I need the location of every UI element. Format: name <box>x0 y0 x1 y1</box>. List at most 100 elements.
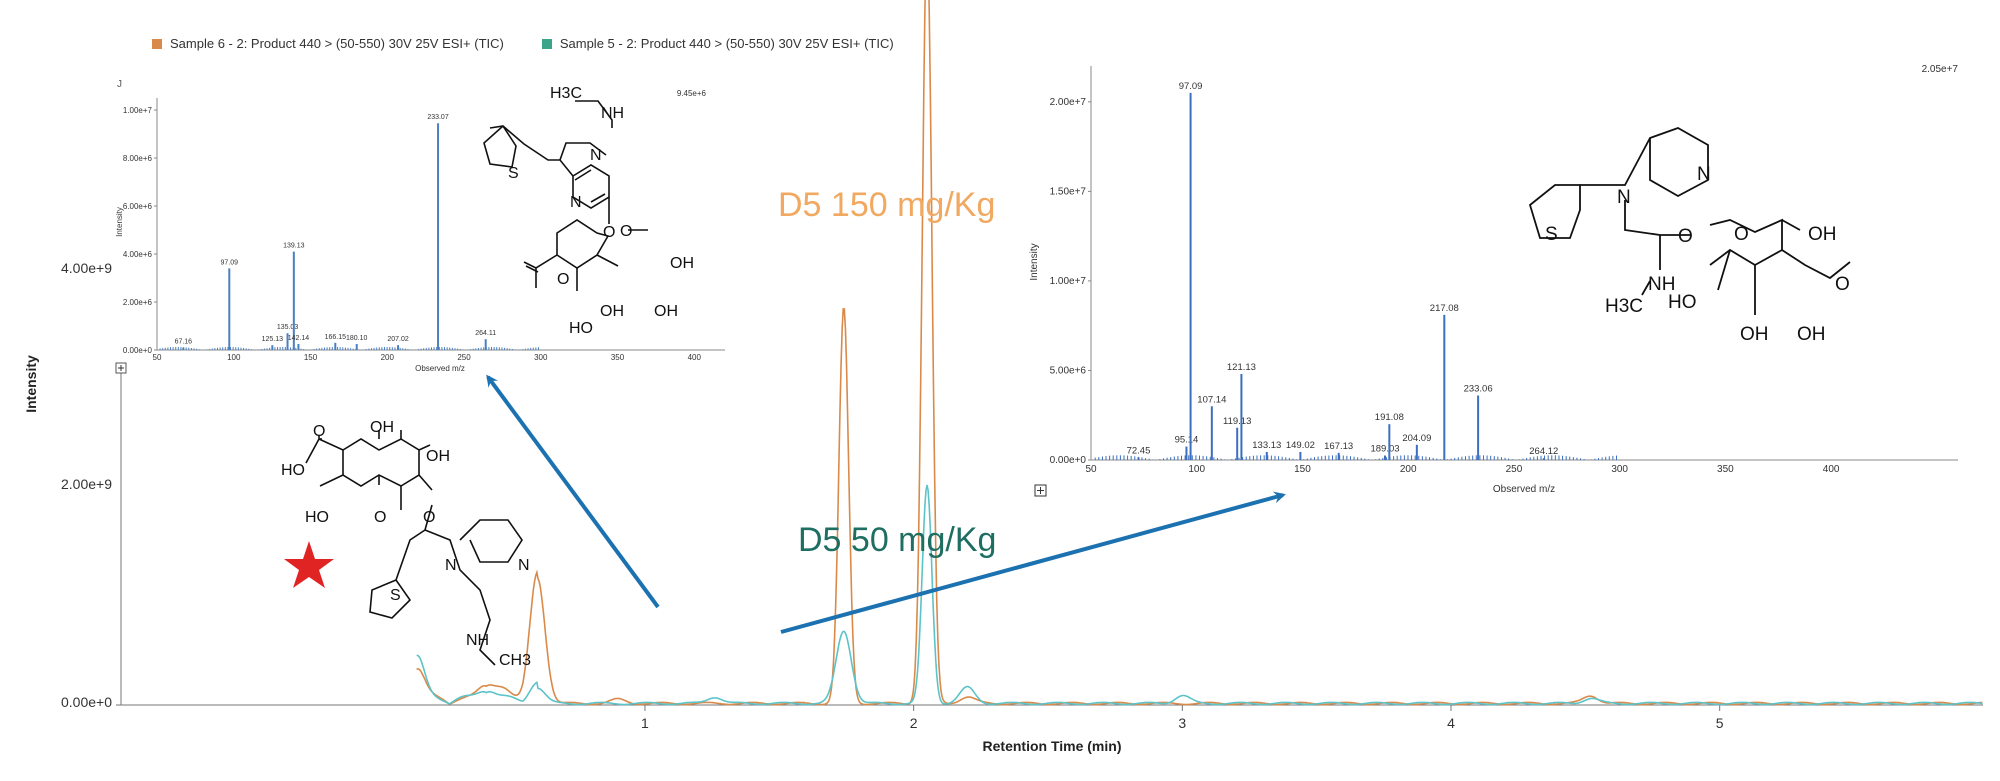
x-tick-label: 1 <box>641 715 649 731</box>
legend-swatch-sample6 <box>152 38 162 49</box>
legend-item-sample6[interactable]: Sample 6 - 2: Product 440 > (50-550) 30V… <box>152 36 504 51</box>
y-tick-label: 4.00e+9 <box>61 260 112 276</box>
y-tick-label: 2.00e+9 <box>61 476 112 492</box>
high-dose-annotation: D5 150 mg/Kg <box>778 186 995 224</box>
peak-label: 95.14 <box>1175 435 1199 446</box>
chemical-structure-3-labels: N S N O O OH NH H3C HO OH OH O <box>1545 164 1850 345</box>
atom-label: S <box>508 165 519 182</box>
spectrum-x-tick: 150 <box>1294 464 1311 475</box>
atom-label: OH <box>654 303 678 320</box>
spectrum-x-tick: 100 <box>1188 464 1205 475</box>
spectrum-x-tick: 400 <box>1823 464 1840 475</box>
peak-label: 135.03 <box>277 324 299 331</box>
spectrum-y-tick: 6.00e+6 <box>123 202 153 211</box>
legend-item-sample5[interactable]: Sample 5 - 2: Product 440 > (50-550) 30V… <box>541 36 894 51</box>
peak-label: 166.15 <box>325 334 347 341</box>
peak-label: 67.16 <box>175 339 193 346</box>
spectrum-x-tick: 50 <box>1085 464 1097 475</box>
expand-spectrum-button[interactable] <box>1034 484 1047 497</box>
inset1-max-label: 9.45e+6 <box>677 89 707 98</box>
atom-label: OH <box>1808 224 1837 245</box>
inset2-x-title: Observed m/z <box>1493 484 1555 495</box>
atom-label: S <box>1545 224 1558 245</box>
y-axis-title: Intensity <box>23 355 39 413</box>
trace-sample5 <box>416 484 1983 706</box>
peak-label: 121.13 <box>1227 362 1256 373</box>
x-tick-label: 2 <box>910 715 918 731</box>
legend-swatch-sample5 <box>541 38 552 49</box>
atom-label: O <box>423 509 435 526</box>
spectrum-x-tick: 100 <box>227 353 241 362</box>
arrow-to-spectrum-2 <box>780 491 1286 634</box>
spectrum-y-tick: 0.00e+0 <box>123 346 153 355</box>
atom-label: OH <box>1740 324 1769 345</box>
peak-label: 125.13 <box>262 336 284 343</box>
spectrum-y-tick: 1.00e+7 <box>1050 276 1087 287</box>
spectrum-y-tick: 5.00e+6 <box>1050 365 1087 376</box>
inset-corner-mark: J <box>117 79 122 90</box>
inset2-y-title: Intensity <box>1029 243 1040 280</box>
star-marker <box>284 541 334 588</box>
spectrum-x-tick: 200 <box>381 353 395 362</box>
legend-label-sample5: Sample 5 - 2: Product 440 > (50-550) 30V… <box>559 36 894 51</box>
x-tick-label: 5 <box>1716 715 1724 731</box>
spectrum-x-tick: 50 <box>153 353 162 362</box>
atom-label: O <box>1734 224 1749 245</box>
atom-label: O <box>620 223 632 240</box>
peak-label: 107.14 <box>1197 394 1226 405</box>
peak-label: 191.08 <box>1375 412 1404 423</box>
peak-label: 180.10 <box>346 335 368 342</box>
peak-label: 264.11 <box>475 330 496 337</box>
x-tick-label: 3 <box>1178 715 1186 731</box>
inset2-max-label: 2.05e+7 <box>1922 64 1959 75</box>
chemical-structure-1-labels: H3C NH N S N O O OH OH OH HO O <box>508 85 694 337</box>
atom-label: N <box>1617 187 1631 208</box>
atom-label: O <box>603 224 615 241</box>
atom-label: HO <box>305 509 329 526</box>
peak-label: 119.13 <box>1223 416 1251 427</box>
peak-label: 207.02 <box>387 336 409 343</box>
main-y-axis: 4.00e+9 2.00e+9 0.00e+0 Intensity <box>23 260 122 710</box>
atom-label: N <box>590 147 602 164</box>
atom-label: NH <box>1648 274 1675 295</box>
atom-label: CH3 <box>499 652 531 669</box>
spectrum-x-tick: 250 <box>1506 464 1523 475</box>
spectrum-x-tick: 200 <box>1400 464 1417 475</box>
atom-label: O <box>374 509 386 526</box>
expand-chart-button[interactable] <box>115 362 127 374</box>
inset-mass-spectrum-2: 2.05e+7 Intensity Observed m/z 50 100 150 2… <box>1029 64 1958 495</box>
atom-label: N <box>445 557 457 574</box>
atom-label: S <box>390 587 401 604</box>
spectrum-y-tick: 0.00e+0 <box>1050 455 1087 466</box>
spectrum-y-tick: 2.00e+6 <box>123 298 153 307</box>
atom-label: OH <box>670 255 694 272</box>
atom-label: HO <box>569 320 593 337</box>
atom-label: O <box>1678 226 1693 247</box>
main-x-axis: 1 2 3 4 5 Retention Time (min) <box>121 704 1983 754</box>
peak-label: 233.07 <box>427 114 449 121</box>
peak-label: 97.09 <box>1179 81 1203 92</box>
atom-label: N <box>570 194 582 211</box>
chemical-structure-2 <box>305 430 523 666</box>
spectrum-x-tick: 350 <box>1717 464 1734 475</box>
atom-label: HO <box>1668 292 1697 313</box>
spectrum-y-tick: 8.00e+6 <box>123 154 153 163</box>
atom-label: OH <box>370 419 394 436</box>
atom-label: NH <box>466 632 489 649</box>
atom-label: NH <box>601 105 624 122</box>
inset1-y-title: Intensity <box>115 207 124 237</box>
arrow-to-spectrum-1 <box>486 374 660 609</box>
chromatogram-traces <box>416 0 1983 706</box>
x-tick-label: 4 <box>1447 715 1455 731</box>
spectrum-x-tick: 400 <box>688 353 702 362</box>
spectrum-y-tick: 2.00e+7 <box>1050 97 1087 108</box>
peak-label: 264.12 <box>1529 446 1558 457</box>
peak-label: 233.06 <box>1464 384 1493 395</box>
atom-label: OH <box>600 303 624 320</box>
atom-label: HO <box>281 462 305 479</box>
atom-label: O <box>1835 274 1850 295</box>
peak-label: 139.13 <box>283 243 305 250</box>
chemical-structure-3 <box>1528 127 1851 315</box>
